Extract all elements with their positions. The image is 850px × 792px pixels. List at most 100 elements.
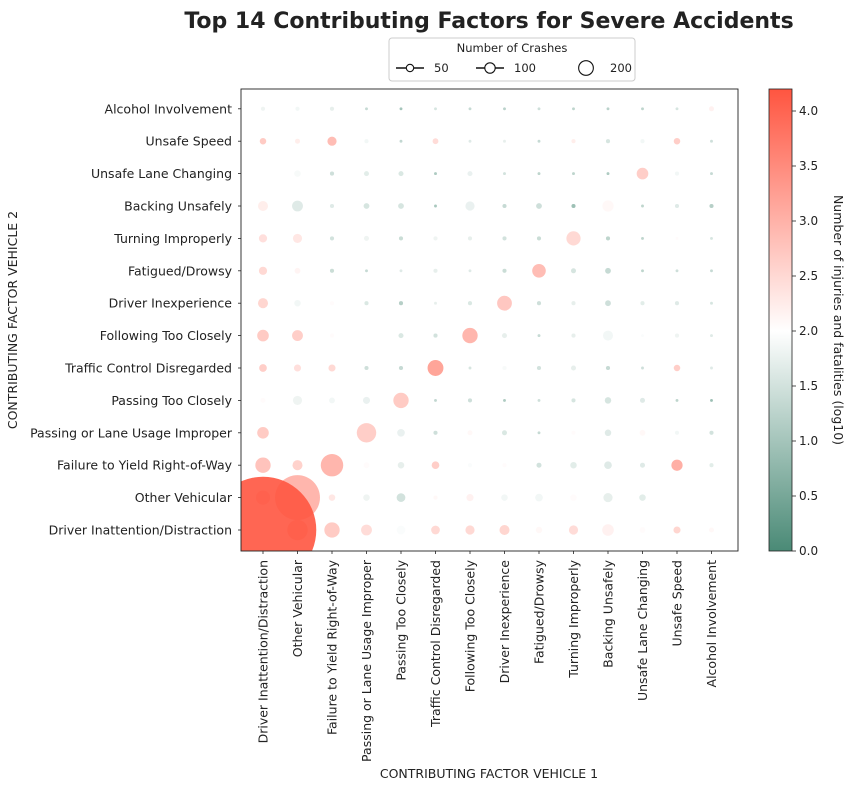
bubble: [363, 171, 370, 177]
bubble: [709, 430, 714, 435]
bubble: [605, 300, 611, 307]
bubble: [535, 493, 543, 502]
x-tick-label: Fatigued/Drowsy: [532, 559, 547, 664]
bubble: [258, 234, 268, 243]
bubble: [502, 268, 507, 273]
bubble: [674, 301, 680, 306]
bubble: [292, 330, 303, 342]
bubble: [468, 269, 472, 273]
bubble: [674, 333, 680, 338]
bubble: [502, 203, 507, 209]
colorbar-ticks: 0.0 0.5 1.0 1.5 2.0 2.5 3.0 3.5 4.0: [792, 104, 818, 558]
bubble: [710, 172, 713, 176]
bubble: [295, 106, 300, 111]
colorbar-label: Number of injuries and fatalities (log10…: [831, 195, 846, 445]
bubble: [257, 329, 269, 342]
y-tick-label: Turning Improperly: [113, 231, 232, 246]
chart-title: Top 14 Contributing Factors for Severe A…: [184, 9, 793, 34]
bubble: [365, 269, 368, 273]
y-tick-label: Other Vehicular: [135, 490, 233, 505]
bubble: [397, 428, 405, 437]
bubble: [259, 137, 267, 145]
bubble: [568, 525, 579, 535]
bubble: [497, 295, 512, 311]
bubble: [399, 269, 403, 273]
bubble: [363, 235, 370, 241]
x-tick-label: Driver Inattention/Distraction: [256, 560, 271, 743]
bubble: [294, 267, 301, 274]
size-legend-marker: [578, 60, 594, 76]
bubble: [257, 298, 269, 309]
bubble: [502, 365, 507, 371]
bubble: [467, 463, 473, 468]
bubble: [675, 107, 679, 111]
size-legend-frame: [388, 37, 636, 82]
plot-area: [241, 89, 738, 551]
bubble: [467, 171, 473, 177]
x-tick-label: Passing or Lane Usage Improper: [359, 559, 374, 762]
bubble: [293, 364, 302, 372]
x-tick-label: Following Too Closely: [463, 559, 478, 692]
size-legend-marker: [405, 63, 415, 73]
bubble: [324, 522, 340, 538]
bubble: [241, 476, 317, 551]
bubble: [536, 236, 542, 241]
bubble: [639, 397, 646, 403]
size-legend-label: 50: [434, 61, 449, 75]
bubble: [467, 430, 473, 436]
bubble: [292, 233, 303, 243]
colorbar-tick-label: 2.5: [799, 269, 818, 283]
bubble: [433, 333, 438, 338]
x-tick-label: Other Vehicular: [290, 559, 305, 657]
y-tick-label: Unsafe Speed: [146, 134, 233, 149]
bubble: [431, 461, 440, 470]
bubble: [393, 392, 409, 409]
bubble: [566, 231, 581, 246]
bubble: [605, 139, 611, 144]
bubble: [294, 138, 301, 144]
bubble: [641, 107, 644, 111]
x-axis-title: CONTRIBUTING FACTOR VEHICLE 1: [380, 766, 598, 781]
bubble: [260, 106, 266, 111]
x-tick-label: Traffic Control Disregarded: [428, 560, 443, 728]
bubble: [602, 330, 614, 341]
bubble: [641, 236, 644, 240]
bubble: [501, 430, 508, 436]
bubble: [641, 366, 644, 370]
bubble: [259, 364, 267, 372]
bubble: [673, 137, 681, 145]
bubble: [361, 524, 372, 536]
bubble: [467, 301, 473, 306]
bubble: [465, 525, 475, 535]
bubble: [639, 429, 646, 436]
y-tick-label: Driver Inexperience: [109, 296, 233, 311]
bubble: [292, 395, 303, 405]
bubble: [710, 398, 713, 402]
y-tick-label: Driver Inattention/Distraction: [49, 523, 232, 538]
x-tick-label: Unsafe Speed: [670, 560, 685, 647]
y-tick-label: Backing Unsafely: [124, 199, 232, 214]
colorbar-tick-label: 3.0: [799, 214, 818, 228]
bubble: [364, 301, 369, 306]
bubble: [537, 334, 541, 338]
y-tick-label: Alcohol Involvement: [105, 101, 233, 116]
colorbar-tick-label: 0.0: [799, 544, 818, 558]
bubble: [675, 269, 679, 273]
y-tick-label: Fatigued/Drowsy: [128, 263, 233, 278]
bubble: [466, 494, 474, 502]
bubble: [673, 526, 681, 534]
bubble-layer: [241, 106, 715, 551]
bubble: [294, 170, 301, 177]
bubble: [537, 107, 541, 111]
bubble: [467, 236, 473, 241]
bubble: [639, 462, 646, 468]
bubble: [604, 397, 612, 404]
bubble: [320, 453, 344, 477]
colorbar: [768, 88, 793, 552]
bubble: [292, 460, 303, 471]
size-legend-title: Number of Crashes: [457, 41, 568, 55]
bubble: [363, 203, 370, 209]
bubble: [364, 365, 369, 371]
colorbar-tick-label: 3.5: [799, 159, 818, 173]
bubble: [636, 167, 649, 180]
